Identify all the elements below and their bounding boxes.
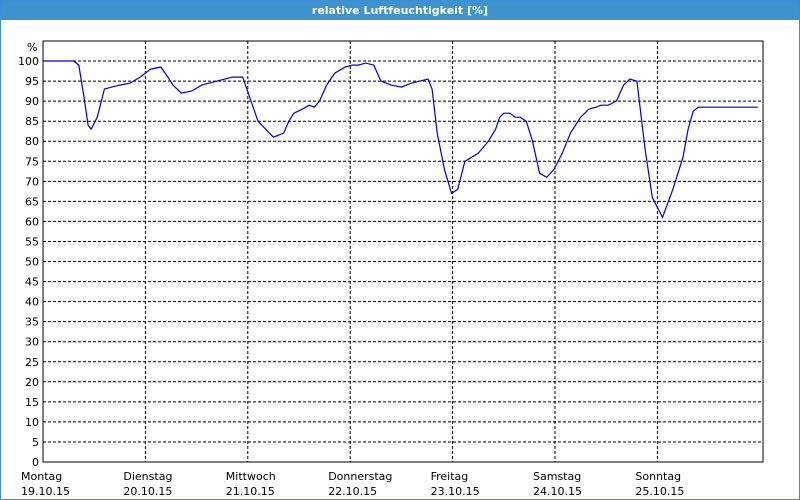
x-tick-day-label: Donnerstag [328,470,392,483]
x-axis-ticks: Montag 19.10.15 Dienstag 20.10.15 Mittwoch 21… [21,470,684,498]
x-tick-date-label: 22.10.15 [328,485,377,498]
grid-lines [43,41,763,462]
y-tick-label: 35 [25,316,39,329]
y-tick-label: 65 [25,195,39,208]
y-tick-label: 30 [25,336,39,349]
y-tick-label: 100 [18,55,39,68]
y-tick-label: 15 [25,396,39,409]
y-tick-label: 80 [25,135,39,148]
plot-frame [42,40,764,463]
window-title: relative Luftfeuchtigkeit [%] [1,1,799,20]
humidity-series-line [43,60,758,219]
x-tick-day-label: Sonntag [635,470,681,483]
x-tick-day-label: Mittwoch [226,470,276,483]
x-tick-date-label: 23.10.15 [431,485,480,498]
y-axis-unit-label: % [27,41,37,54]
y-tick-label: 90 [25,95,39,108]
x-tick-day-label: Montag [21,470,62,483]
y-tick-label: 55 [25,235,39,248]
y-axis-ticks: 0 5 10 15 20 25 30 35 40 45 50 55 60 65 70 75 80 85 90 95 10… [18,55,39,469]
y-tick-label: 45 [25,276,39,289]
x-tick-date-label: 24.10.15 [533,485,582,498]
y-tick-label: 85 [25,115,39,128]
y-tick-label: 75 [25,155,39,168]
x-tick-day-label: Samstag [533,470,581,483]
x-tick-day-label: Freitag [431,470,469,483]
y-tick-label: 5 [32,436,39,449]
x-tick-day-label: Dienstag [123,470,172,483]
y-tick-label: 0 [32,456,39,469]
y-tick-label: 25 [25,356,39,369]
y-tick-label: 95 [25,75,39,88]
y-tick-label: 70 [25,175,39,188]
x-tick-date-label: 19.10.15 [21,485,70,498]
y-tick-label: 50 [25,256,39,269]
x-tick-date-label: 21.10.15 [226,485,275,498]
x-tick-date-label: 20.10.15 [123,485,172,498]
y-tick-label: 60 [25,215,39,228]
y-tick-label: 20 [25,376,39,389]
x-tick-date-label: 25.10.15 [635,485,684,498]
y-tick-label: 10 [25,416,39,429]
y-tick-label: 40 [25,296,39,309]
